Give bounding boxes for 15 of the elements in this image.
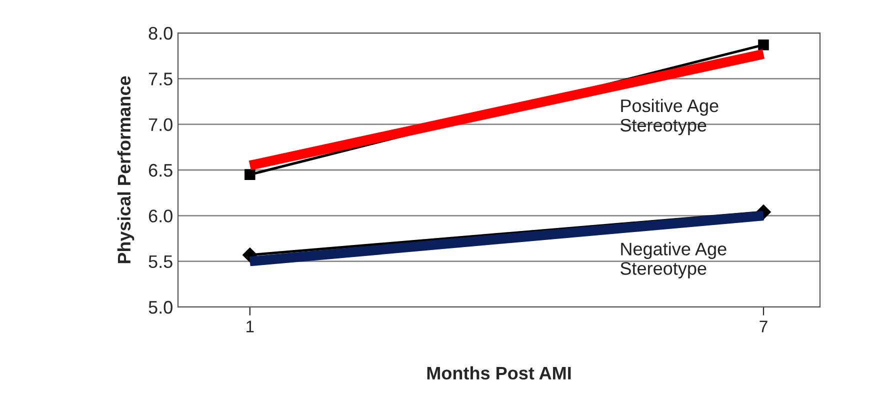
y-tick-label: 8.0 <box>148 26 172 40</box>
x-tick-label: 1 <box>246 320 254 332</box>
series-label: Positive Age Stereotype <box>620 98 718 136</box>
x-tick-label: 7 <box>760 320 768 332</box>
y-tick-label: 7.5 <box>148 72 172 86</box>
series-label: Negative Age Stereotype <box>620 242 726 278</box>
y-axis-title: Physical Performance <box>117 76 134 264</box>
y-tick-label: 5.5 <box>148 255 172 268</box>
x-axis-title: Months Post AMI <box>427 366 571 380</box>
y-tick-label: 6.5 <box>148 164 172 177</box>
point <box>244 169 256 180</box>
y-tick-label: 7.0 <box>148 118 172 132</box>
y-tick-label: 5.0 <box>148 300 172 314</box>
point <box>758 39 769 50</box>
y-tick-label: 6.0 <box>148 210 172 222</box>
